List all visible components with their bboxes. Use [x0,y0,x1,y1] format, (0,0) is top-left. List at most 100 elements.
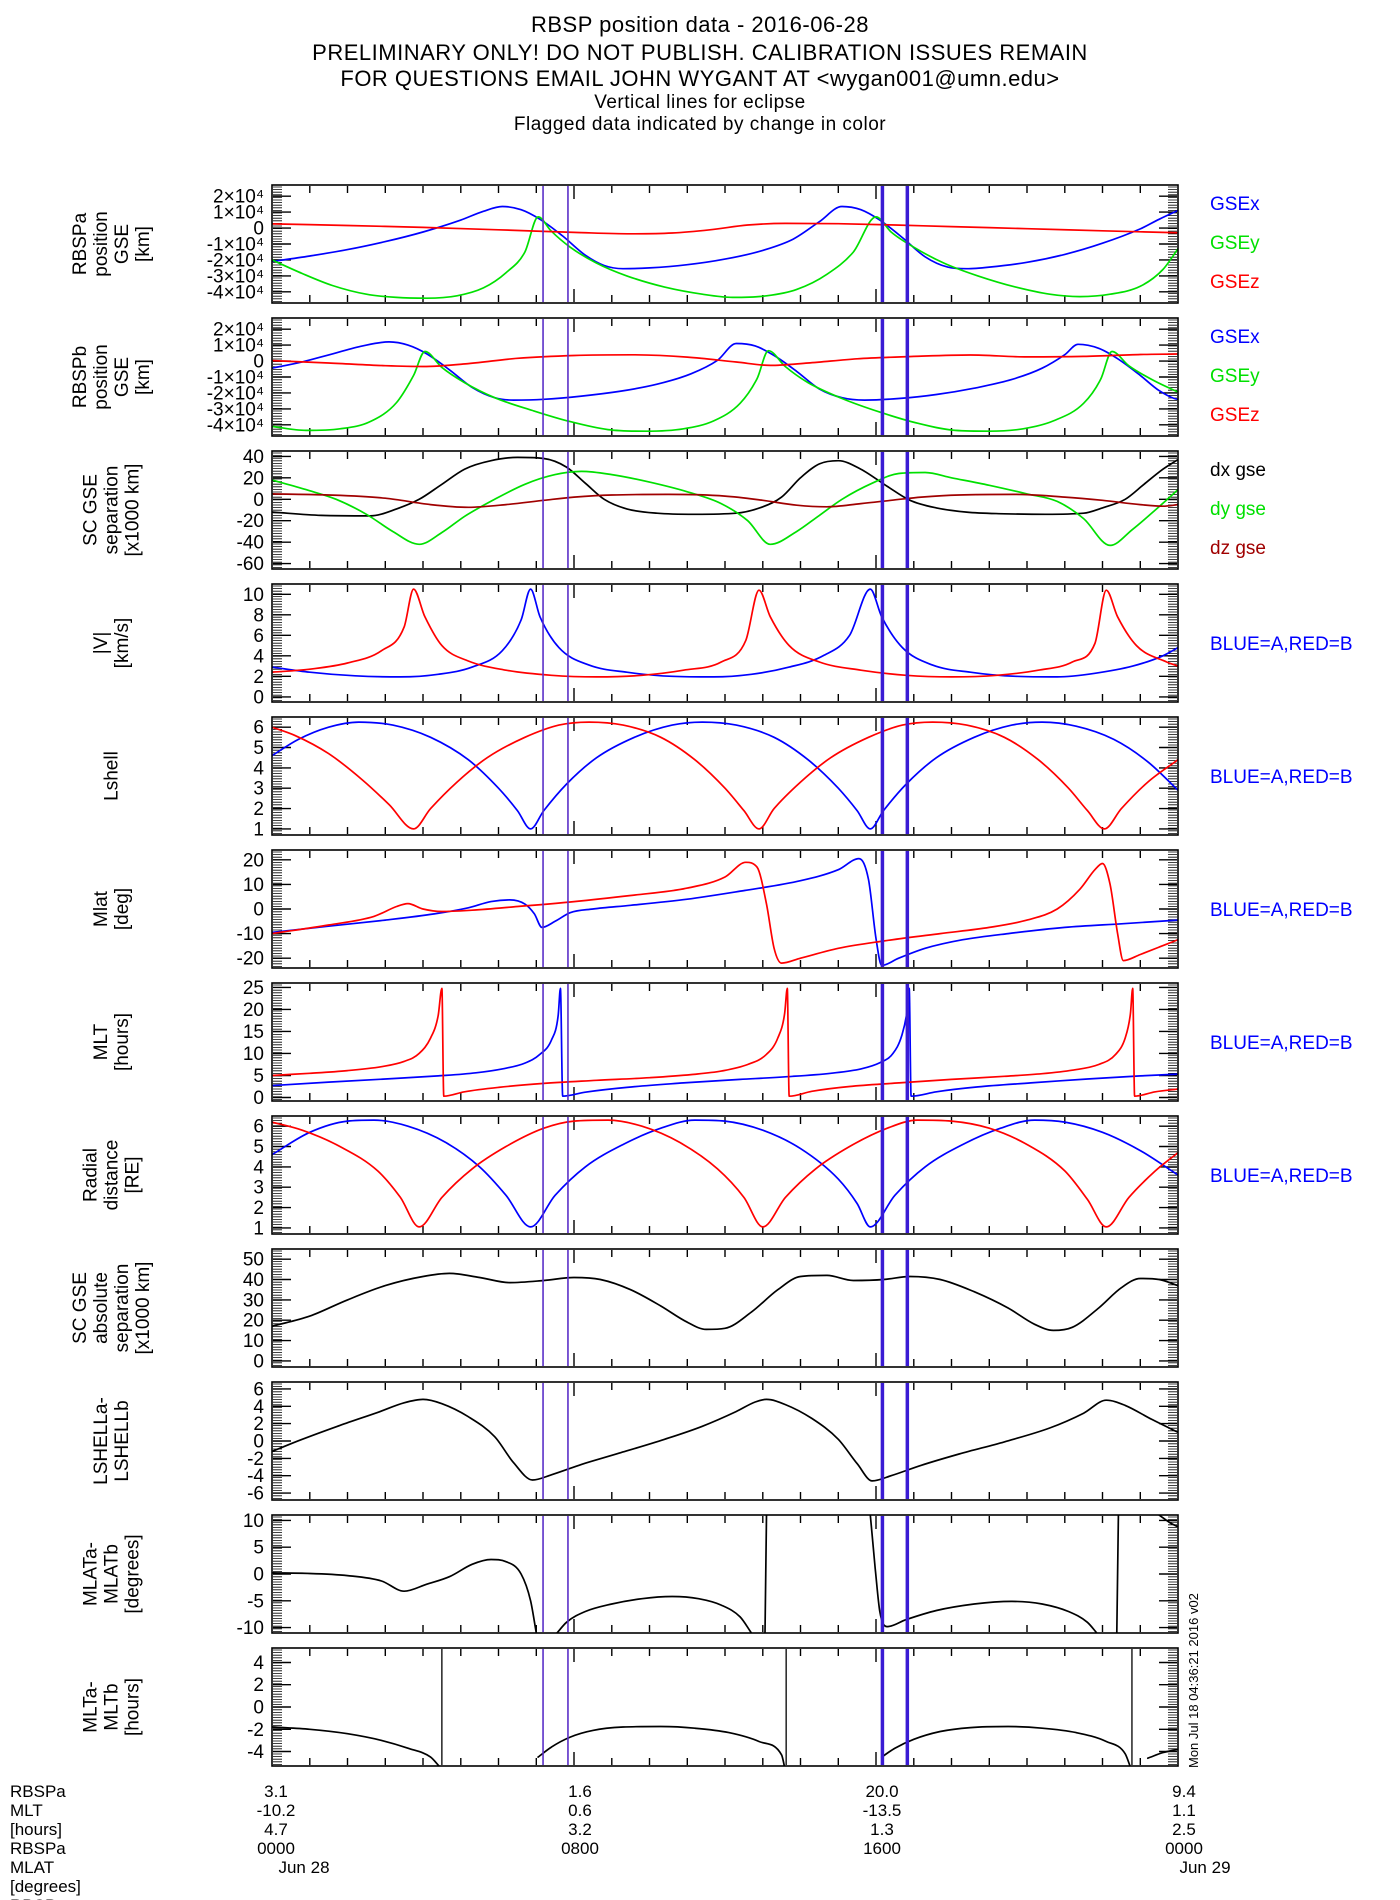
panel-curves [272,1398,1178,1482]
y-tick-label: 5 [253,1066,264,1087]
series-mlat-diff [869,1515,1098,1633]
legend-blue-a-red-b: BLUE=A,RED=B [1210,767,1353,788]
y-tick-label: -2 [247,1720,264,1741]
y-tick-label: 5 [253,738,264,759]
annotation-rbspa-mlt-hours: 9.4 [1172,1782,1196,1801]
series-a [272,987,1178,1098]
series-gsez [272,353,1178,368]
y-tick-label: 1 [253,1218,264,1239]
y-minor-ticks [273,1117,1177,1233]
ylabel-sc-gse-absolute-separation: SC GSE absolute separation [x1000 km] [70,1261,154,1355]
y-tick-label: 20 [243,850,264,871]
series-lshell-diff [272,1398,1178,1482]
series-mlat-diff [1115,1515,1120,1633]
y-tick-label: 50 [243,1250,264,1271]
y-tick-label: 0 [253,1698,264,1719]
legend-dy-gse: dy gse [1210,499,1266,520]
ylabel-rbspa-position-gse: RBSPa position GSE [km] [70,211,154,277]
legend-blue-a-red-b: BLUE=A,RED=B [1210,634,1353,655]
panel-curves [272,205,1178,300]
x-ticks [309,1383,1141,1499]
annotation-axis-label: RBSPa [10,1782,66,1801]
y-tick-label: 10 [243,875,264,896]
legend-gsey: GSEy [1210,366,1260,387]
y-tick-label: 2 [253,1198,264,1219]
y-tick-label: -1×10⁴ [207,368,264,389]
panel-mlat-a-minus-b: 10 5 0 -5 -10 [237,1511,1179,1639]
legend-dx-gse: dx gse [1210,460,1266,481]
panel-curves [272,721,1178,830]
series-gsex [272,205,1178,270]
y-tick-label: 4 [253,1397,264,1418]
legend-gsey: GSEy [1210,233,1260,254]
x-ticks [309,718,1141,834]
y-tick-label: 5 [253,1538,264,1559]
legend-blue-a-red-b: BLUE=A,RED=B [1210,1033,1353,1054]
panel-frame [271,1381,1179,1501]
panel-frame [271,583,1179,703]
series-b [272,861,1178,964]
panel-frame [271,317,1179,437]
y-tick-label: 2 [253,799,264,820]
panel-mlat: 20 10 0 -10 -20 BLUE=A,RED=B [237,849,1353,970]
y-tick-label: -2×10⁴ [207,383,264,404]
annotation-date: Jun 28 [278,1858,330,1877]
y-tick-label: -3×10⁴ [207,399,264,420]
panel-curves [272,1515,1178,1633]
x-ticks [309,1250,1141,1366]
y-tick-label: 0 [253,1088,264,1109]
y-tick-label: 0 [253,687,264,708]
y-tick-label: -40 [237,533,264,554]
y-tick-label: 0 [253,1565,264,1586]
series-b [272,987,1178,1098]
y-tick-label: -10 [237,1618,264,1639]
annotation-axis-label: MLT [10,1801,43,1820]
y-minor-ticks [273,851,1177,967]
panel-frame [271,1115,1179,1235]
y-tick-label: -4 [247,1466,264,1487]
plot-note-eclipse: Vertical lines for eclipse [594,92,806,113]
series-mlat-diff [764,1515,768,1633]
x-ticks [309,452,1141,568]
y-minor-ticks [273,452,1177,568]
x-ticks [309,851,1141,967]
annotation-ut-time: 0800 [561,1839,599,1858]
annotation-rbspa-mlt-hours: 3.1 [264,1782,288,1801]
annotation-rbspa-r-re: 1.3 [870,1820,894,1839]
y-minor-ticks [273,186,1177,302]
annotation-ut-time: 1600 [863,1839,901,1858]
panel-mlt-a-minus-b: 420-2-4 [247,1647,1179,1767]
series-gsez [272,222,1178,235]
y-tick-label: 6 [253,1117,264,1138]
y-tick-label: -4 [247,1742,264,1763]
panel-curves [272,456,1178,547]
y-tick-label: 1 [253,819,264,840]
series-a [272,1119,1178,1228]
panel-frame [271,1248,1179,1368]
y-tick-label: 40 [243,447,264,468]
series-mlat-diff [272,1558,538,1633]
x-ticks [309,984,1141,1100]
legend-gsex: GSEx [1210,327,1260,348]
series-mlt-diff [272,1726,440,1766]
y-tick-label: 40 [243,1270,264,1291]
y-minor-ticks [273,1250,1177,1366]
y-tick-label: 2×10⁴ [213,187,264,208]
y-tick-label: 4 [253,646,264,667]
series-dz-gse [272,493,1178,509]
series-dy-gse [272,470,1178,547]
panel-frame [271,716,1179,836]
legend-blue-a-red-b: BLUE=A,RED=B [1210,900,1353,921]
x-ticks [309,1516,1141,1632]
plot-title: RBSP position data - 2016-06-28 [531,12,869,37]
panel-curves [272,857,1178,967]
plot-contact: FOR QUESTIONS EMAIL JOHN WYGANT AT <wyga… [340,66,1060,91]
y-tick-label: 0 [253,1351,264,1372]
y-tick-label: -4×10⁴ [207,415,264,436]
annotation-axis-label: RBSPa [10,1896,66,1900]
